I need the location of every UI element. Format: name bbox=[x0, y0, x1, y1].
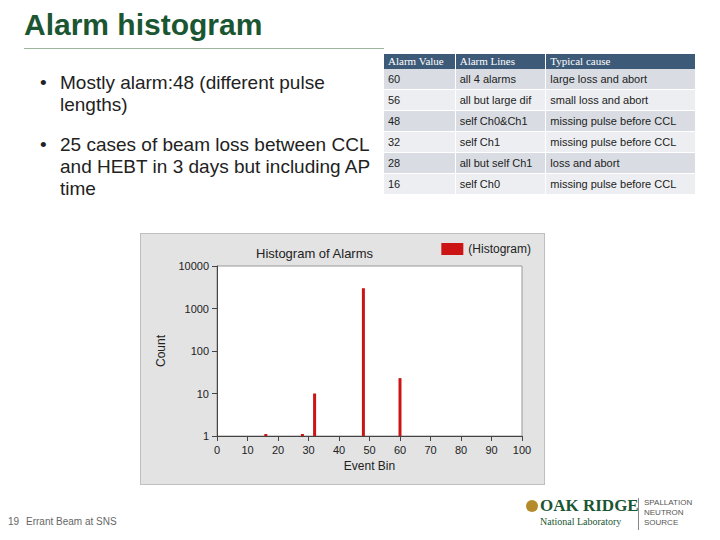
html-text:self Ch0&Ch1: self Ch0&Ch1 bbox=[459, 115, 528, 127]
svg-text:10: 10 bbox=[241, 444, 253, 456]
html-text:all but self Ch1: all but self Ch1 bbox=[459, 157, 533, 169]
svg-text:20: 20 bbox=[272, 444, 284, 456]
svg-text:1: 1 bbox=[203, 430, 209, 442]
svg-text:100: 100 bbox=[513, 444, 531, 456]
html-text:25 cases of beam loss between: 25 cases of beam loss between CCL and HE… bbox=[60, 134, 370, 199]
html-text:all 4 alarms: all 4 alarms bbox=[459, 73, 516, 85]
svg-text:1000: 1000 bbox=[185, 303, 209, 315]
html-text:large loss and abort: large loss and abort bbox=[550, 73, 647, 85]
svg-text:100: 100 bbox=[191, 345, 209, 357]
html-text:60: 60 bbox=[388, 73, 401, 85]
html-text:all but large dif: all but large dif bbox=[459, 94, 532, 106]
svg-text:0: 0 bbox=[214, 444, 220, 456]
html-text:28: 28 bbox=[388, 157, 401, 169]
html-text:small loss and abort: small loss and abort bbox=[550, 94, 649, 106]
html-text:56: 56 bbox=[388, 94, 401, 106]
html-text:Alarm histogram: Alarm histogram bbox=[24, 8, 263, 41]
html-text:National Laboratory: National Laboratory bbox=[540, 516, 622, 527]
html-text:16: 16 bbox=[388, 178, 401, 190]
html-text:missing pulse before CCL: missing pulse before CCL bbox=[550, 115, 677, 127]
svg-text:(Histogram): (Histogram) bbox=[468, 242, 531, 256]
html-text:32: 32 bbox=[388, 136, 401, 148]
html-text:missing pulse before CCL: missing pulse before CCL bbox=[550, 178, 677, 190]
svg-text:90: 90 bbox=[485, 444, 497, 456]
svg-text:70: 70 bbox=[424, 444, 436, 456]
html-text:19: 19 bbox=[8, 516, 20, 527]
svg-text:10000: 10000 bbox=[178, 260, 209, 272]
svg-text:10: 10 bbox=[197, 388, 209, 400]
html-text:loss and abort: loss and abort bbox=[550, 157, 620, 169]
html-text:self Ch0: self Ch0 bbox=[459, 178, 500, 190]
html-text:self Ch1: self Ch1 bbox=[459, 136, 500, 148]
svg-text:Histogram of Alarms: Histogram of Alarms bbox=[256, 246, 374, 261]
html-text:Typical cause: Typical cause bbox=[550, 55, 611, 67]
html-text:SPALLATION NEUTRON SOURCE: SPALLATION NEUTRON SOURCE bbox=[644, 498, 693, 527]
svg-text:40: 40 bbox=[333, 444, 345, 456]
html-text:Alarm Lines: Alarm Lines bbox=[459, 55, 515, 67]
svg-text:50: 50 bbox=[363, 444, 375, 456]
svg-text:30: 30 bbox=[302, 444, 314, 456]
svg-text:Event Bin: Event Bin bbox=[344, 459, 395, 473]
html-text:Mostly alarm:48 (different pul: Mostly alarm:48 (different pulse lengths… bbox=[60, 72, 325, 115]
svg-text:60: 60 bbox=[394, 444, 406, 456]
html-text:missing pulse before CCL: missing pulse before CCL bbox=[550, 136, 677, 148]
html-text:48: 48 bbox=[388, 115, 401, 127]
svg-text:80: 80 bbox=[455, 444, 467, 456]
svg-text:Count: Count bbox=[154, 334, 168, 367]
html-text:OAK RIDGE: OAK RIDGE bbox=[540, 496, 639, 515]
html-text:Alarm Value: Alarm Value bbox=[388, 55, 444, 67]
html-text:Errant Beam at SNS: Errant Beam at SNS bbox=[26, 516, 117, 527]
